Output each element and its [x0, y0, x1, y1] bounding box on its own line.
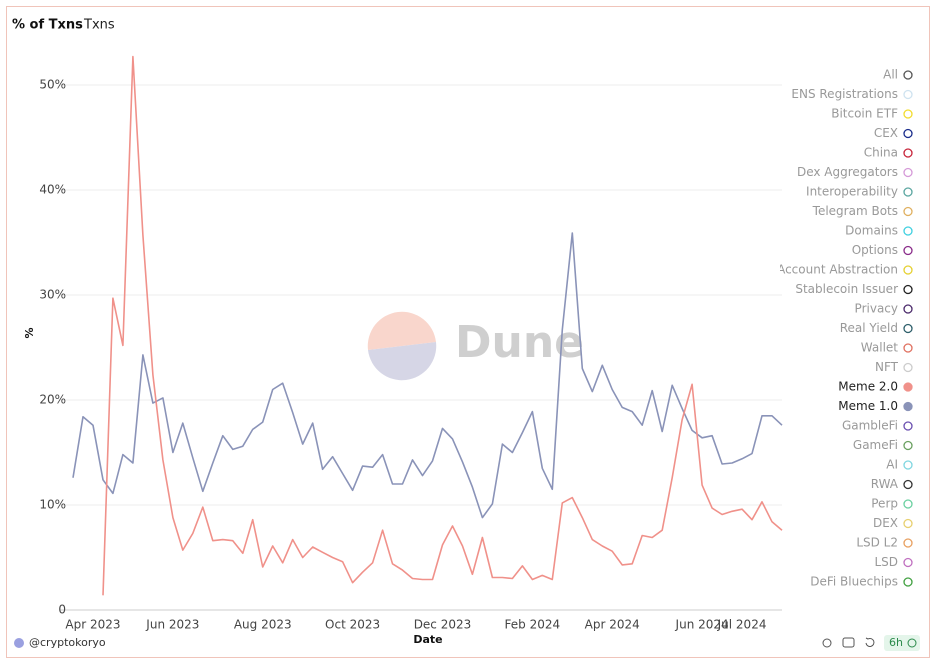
x-tick-label: Jun 2023 — [145, 618, 199, 632]
legend-marker — [903, 479, 913, 490]
legend-label[interactable]: Meme 1.0 — [838, 399, 898, 413]
x-axis-label: Date — [413, 633, 442, 646]
x-tick-label: Jun 2024 — [675, 618, 729, 632]
legend-label[interactable]: NFT — [875, 360, 899, 374]
legend-label[interactable]: Bitcoin ETF — [831, 107, 898, 121]
legend-label[interactable]: Telegram Bots — [812, 204, 898, 218]
y-tick-label: 10% — [39, 498, 66, 512]
icon[interactable] — [822, 638, 832, 648]
legend-marker — [903, 109, 913, 119]
x-tick-label: Jul 2024 — [717, 618, 767, 632]
frame-border — [6, 6, 930, 658]
legend-marker — [903, 89, 913, 100]
legend-marker — [903, 284, 913, 295]
legend-marker — [903, 323, 913, 334]
author-avatar — [14, 638, 24, 648]
legend-marker — [903, 245, 913, 256]
series-line — [72, 232, 783, 519]
tab-active[interactable]: % of Txns — [12, 18, 83, 33]
y-tick-label: 50% — [39, 78, 66, 92]
refresh-icon — [907, 638, 917, 648]
legend-label[interactable]: RWA — [871, 477, 899, 491]
legend-marker — [903, 226, 913, 236]
legend-marker — [903, 265, 913, 275]
legend-label[interactable]: AI — [886, 458, 898, 472]
y-tick-label: 30% — [39, 288, 66, 302]
legend-label[interactable]: GameFi — [853, 438, 898, 452]
legend-marker — [903, 577, 913, 587]
y-tick-label: 0 — [58, 603, 66, 617]
icon[interactable] — [865, 637, 875, 647]
icon[interactable] — [842, 637, 855, 648]
watermark-text: Dune — [455, 317, 584, 368]
legend-marker — [903, 518, 913, 529]
legend-marker — [903, 148, 913, 158]
x-tick-label: Feb 2024 — [505, 618, 561, 632]
legend-marker — [903, 128, 913, 139]
legend: All ENS Registrations Bitcoin ETF CEX China D… — [777, 68, 899, 589]
refresh-text: 6h — [889, 636, 903, 649]
y-tick-label: 40% — [39, 183, 66, 197]
legend-marker — [903, 70, 913, 80]
legend-label[interactable]: LSD L2 — [856, 536, 898, 550]
legend-label[interactable]: Account Abstraction — [777, 263, 898, 277]
legend-label[interactable]: Interoperability — [806, 185, 898, 199]
legend-label[interactable]: DeFi Bluechips — [810, 575, 898, 589]
legend-label[interactable]: ENS Registrations — [791, 87, 898, 101]
legend-marker — [903, 382, 913, 392]
legend-marker — [903, 362, 913, 373]
legend-label[interactable]: Options — [852, 243, 898, 257]
tab[interactable]: Txns — [83, 18, 115, 33]
x-tick-label: Apr 2024 — [585, 618, 640, 632]
toolbar — [822, 637, 875, 648]
legend-label[interactable]: Domains — [845, 224, 898, 238]
legend-marker — [903, 343, 913, 353]
legend-marker — [903, 421, 913, 431]
legend-marker — [903, 167, 913, 178]
series-line — [102, 55, 783, 596]
legend-marker — [903, 499, 913, 509]
legend-label[interactable]: Stablecoin Issuer — [795, 282, 898, 296]
legend-marker — [903, 538, 913, 548]
author[interactable]: @cryptokoryo — [29, 636, 106, 649]
legend-label[interactable]: Privacy — [855, 302, 898, 316]
legend-marker — [903, 187, 913, 197]
legend-label[interactable]: Perp — [871, 497, 898, 511]
legend-marker — [903, 304, 913, 314]
watermark: Dune — [367, 311, 584, 381]
legend-label[interactable]: LSD — [874, 555, 898, 569]
y-axis-label: % — [23, 327, 36, 338]
legend-label[interactable]: GambleFi — [842, 419, 898, 433]
legend-label[interactable]: China — [864, 146, 898, 160]
y-tick-label: 20% — [39, 393, 66, 407]
legend-label[interactable]: CEX — [874, 126, 898, 140]
legend-label[interactable]: Dex Aggregators — [797, 165, 898, 179]
legend-marker — [903, 440, 913, 451]
legend-label[interactable]: All — [883, 68, 898, 82]
legend-marker — [903, 460, 913, 470]
x-tick-label: Aug 2023 — [234, 618, 292, 632]
legend-label[interactable]: Real Yield — [840, 321, 898, 335]
legend-label[interactable]: Wallet — [861, 341, 899, 355]
legend-marker — [903, 206, 913, 217]
legend-label[interactable]: Meme 2.0 — [838, 380, 898, 394]
legend-label[interactable]: DEX — [873, 516, 898, 530]
x-tick-label: Oct 2023 — [325, 618, 380, 632]
legend-marker — [903, 401, 913, 412]
legend-marker — [903, 557, 913, 568]
x-tick-label: Apr 2023 — [65, 618, 120, 632]
x-tick-label: Dec 2023 — [414, 618, 472, 632]
